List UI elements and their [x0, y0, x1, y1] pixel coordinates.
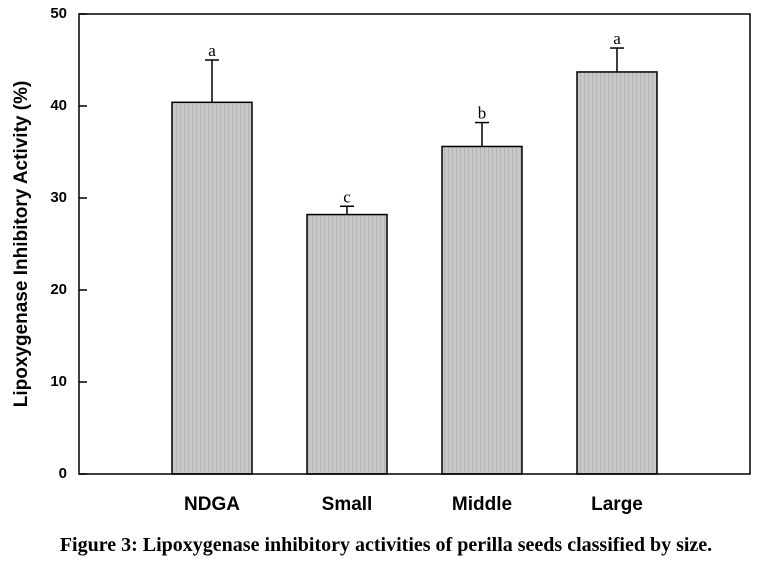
- category-label-ndga: NDGA: [184, 494, 240, 515]
- bar-ndga: [171, 101, 253, 475]
- category-label-small: Small: [322, 494, 373, 515]
- y-tick-label: 30: [50, 189, 67, 206]
- figure-caption: Figure 3: Lipoxygenase inhibitory activi…: [59, 534, 713, 556]
- category-label-large: Large: [591, 494, 643, 515]
- y-tick-label: 50: [50, 5, 67, 22]
- plot-frame: [78, 13, 751, 475]
- bar-small: [306, 213, 388, 475]
- bar-large: [576, 71, 658, 475]
- significance-label-small: c: [343, 187, 351, 206]
- y-tick-label: 0: [59, 465, 67, 482]
- y-tick-label: 10: [50, 373, 67, 390]
- y-axis-label: Lipoxygenase Inhibitory Activity (%): [11, 81, 32, 408]
- category-label-middle: Middle: [452, 494, 512, 515]
- significance-label-middle: b: [478, 104, 487, 123]
- bar-middle: [441, 145, 523, 475]
- chart: a c b a 0 10 20 30 40 50 NDGA Small Middle Large Li…: [11, 5, 751, 515]
- significance-label-large: a: [613, 29, 621, 48]
- significance-label-ndga: a: [208, 41, 216, 60]
- y-tick-label: 20: [50, 281, 67, 298]
- y-tick-label: 40: [50, 97, 67, 114]
